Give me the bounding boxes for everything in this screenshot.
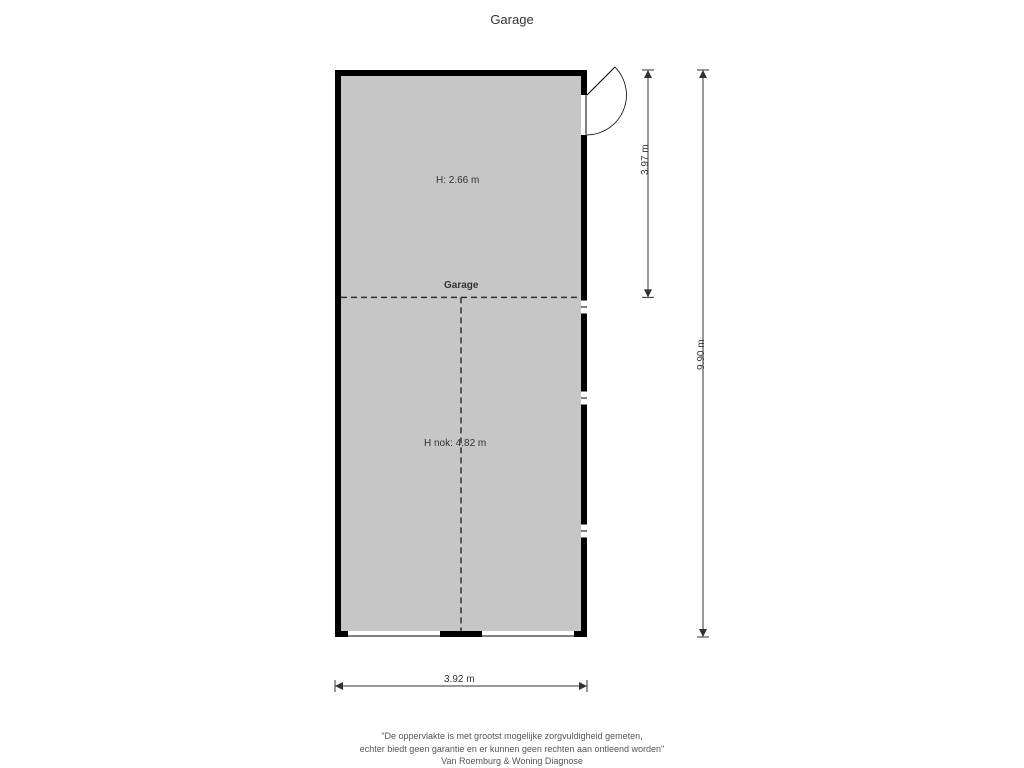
footer-text: "De oppervlakte is met grootst mogelijke… xyxy=(0,730,1024,768)
dim-total-height-label: 9.90 m xyxy=(696,339,707,370)
footer-line-1: "De oppervlakte is met grootst mogelijke… xyxy=(0,730,1024,743)
height-label-upper: H: 2.66 m xyxy=(436,175,479,186)
dim-width-label: 3.92 m xyxy=(444,674,475,685)
room-label: Garage xyxy=(444,280,478,291)
footer-line-3: Van Roemburg & Woning Diagnose xyxy=(0,755,1024,768)
height-label-lower: H nok: 4.82 m xyxy=(424,438,486,449)
footer-line-2: echter biedt geen garantie en er kunnen … xyxy=(0,743,1024,756)
dim-upper-height-label: 3.97 m xyxy=(640,144,651,175)
floorplan-svg xyxy=(0,0,1024,768)
